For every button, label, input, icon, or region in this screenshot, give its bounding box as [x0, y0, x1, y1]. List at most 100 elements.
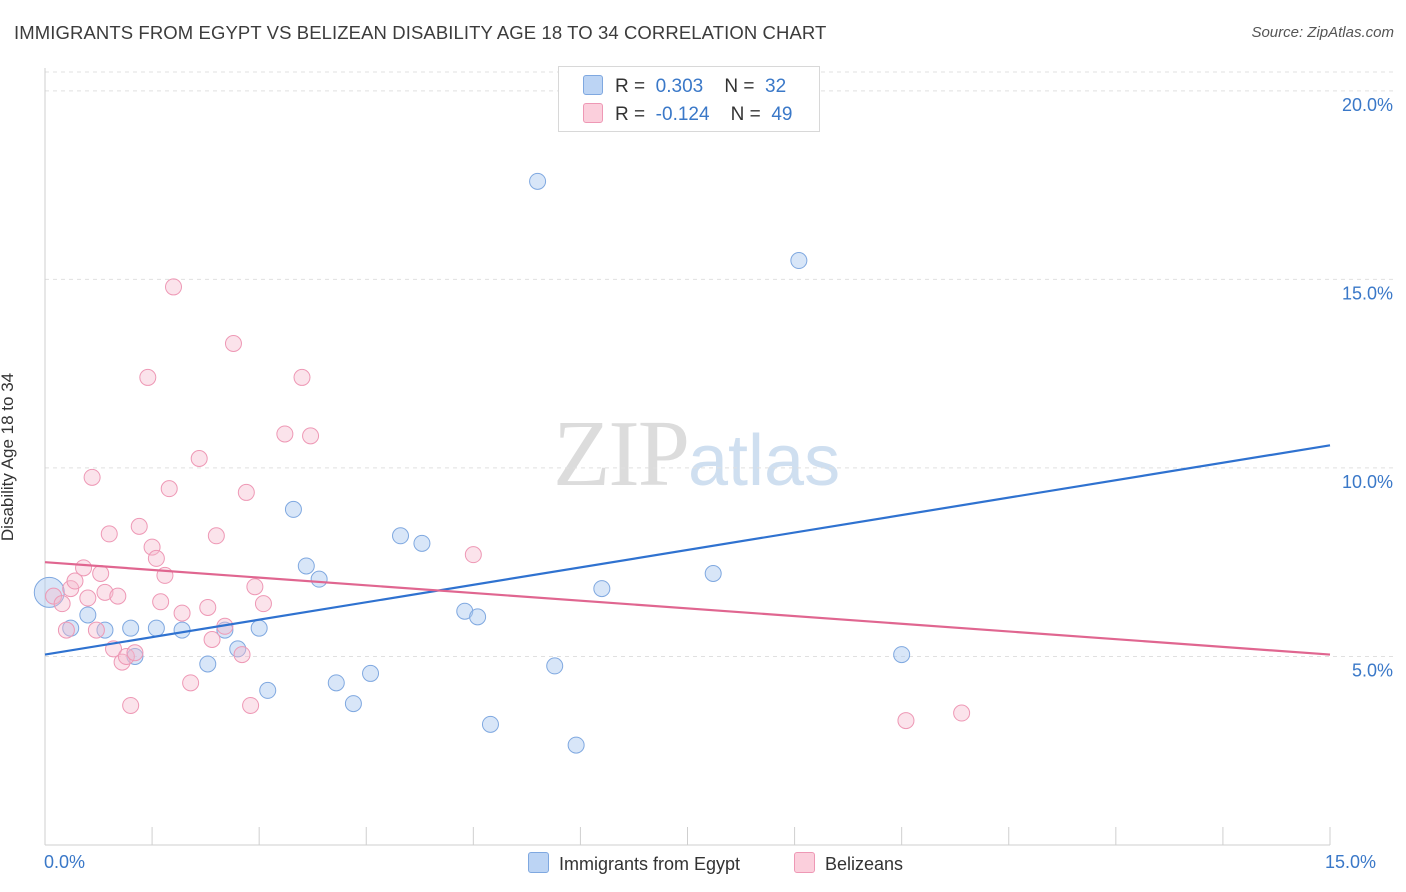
scatter-point: [109, 587, 127, 605]
scatter-point: [276, 425, 294, 443]
scatter-point: [66, 572, 84, 590]
scatter-point: [147, 619, 165, 637]
y-tick-label: 5.0%: [1352, 660, 1393, 680]
scatter-point: [199, 598, 217, 616]
scatter-point: [250, 619, 268, 637]
scatter-point: [139, 368, 157, 386]
scatter-point: [469, 608, 487, 626]
scatter-point: [546, 657, 564, 675]
scatter-point: [75, 559, 93, 577]
scatter-point: [259, 681, 277, 699]
scatter-point: [122, 619, 140, 637]
trend-line: [44, 444, 1331, 656]
stats-legend: R = 0.303 N = 32 R = -0.124 N = 49: [558, 66, 820, 132]
scatter-point: [79, 606, 97, 624]
legend-item-belize: Belizeans: [794, 852, 903, 875]
scatter-point: [481, 715, 499, 733]
n-label: N =: [724, 76, 755, 97]
x-tick-label-min: 0.0%: [44, 852, 86, 872]
y-tick-label: 15.0%: [1342, 283, 1393, 303]
scatter-point: [126, 647, 144, 665]
scatter-point: [413, 534, 431, 552]
trend-line: [44, 561, 1331, 656]
scatter-point: [392, 527, 410, 545]
scatter-point: [173, 604, 191, 622]
legend-item-egypt: Immigrants from Egypt: [528, 852, 740, 875]
y-tick-label: 20.0%: [1342, 95, 1393, 115]
scatter-point: [242, 696, 260, 714]
scatter-point: [362, 664, 380, 682]
scatter-point: [246, 578, 264, 596]
belize-swatch: [583, 103, 603, 123]
scatter-point: [96, 583, 114, 601]
scatter-point: [704, 565, 722, 583]
scatter-point: [293, 368, 311, 386]
r-label: R =: [615, 76, 646, 97]
scatter-point: [254, 595, 272, 613]
scatter-point: [464, 546, 482, 564]
scatter-point: [87, 621, 105, 639]
n-value-egypt: 32: [765, 76, 787, 97]
chart-title: IMMIGRANTS FROM EGYPT VS BELIZEAN DISABI…: [14, 22, 827, 43]
scatter-point: [152, 593, 170, 611]
scatter-point: [567, 736, 585, 754]
scatter-point: [147, 549, 165, 567]
scatter-point: [173, 621, 191, 639]
scatter-point: [284, 500, 302, 518]
scatter-point: [593, 580, 611, 598]
egypt-swatch: [583, 75, 603, 95]
scatter-point: [893, 646, 911, 664]
scatter-point: [790, 252, 808, 270]
scatter-point: [100, 525, 118, 543]
scatter-point: [182, 674, 200, 692]
scatter-point: [96, 621, 114, 639]
watermark-zip: ZIP: [553, 402, 690, 506]
scatter-point: [237, 483, 255, 501]
source-label: Source: ZipAtlas.com: [1251, 24, 1394, 41]
scatter-point: [302, 427, 320, 445]
watermark: ZIPatlas: [553, 400, 840, 508]
scatter-point: [310, 570, 328, 588]
scatter-point: [130, 517, 148, 535]
scatter-point: [233, 646, 251, 664]
scatter-point: [456, 602, 474, 620]
stats-legend-row-egypt: R = 0.303 N = 32: [583, 75, 786, 99]
scatter-point: [62, 619, 80, 637]
scatter-point: [297, 557, 315, 575]
scatter-point: [33, 576, 65, 608]
scatter-point: [57, 621, 75, 639]
scatter-point: [126, 644, 144, 662]
scatter-point: [199, 655, 217, 673]
scatter-point: [203, 630, 221, 648]
scatter-point: [83, 468, 101, 486]
r-value-egypt: 0.303: [655, 76, 704, 97]
stats-legend-row-belize: R = -0.124 N = 49: [583, 103, 792, 127]
scatter-point: [529, 172, 547, 190]
r-label: R =: [615, 104, 646, 125]
belize-legend-swatch: [794, 852, 815, 873]
scatter-point: [92, 565, 110, 583]
scatter-point: [79, 589, 97, 607]
scatter-point: [224, 334, 242, 352]
n-label: N =: [730, 104, 761, 125]
legend-label-belize: Belizeans: [825, 854, 904, 874]
scatter-point: [117, 647, 135, 665]
x-tick-label-max: 15.0%: [1325, 852, 1377, 872]
legend-label-egypt: Immigrants from Egypt: [559, 854, 741, 874]
scatter-point: [953, 704, 971, 722]
egypt-legend-swatch: [528, 852, 549, 873]
watermark-atlas: atlas: [688, 421, 841, 501]
n-value-belize: 49: [771, 104, 793, 125]
y-tick-label: 10.0%: [1342, 472, 1393, 492]
scatter-point: [53, 595, 71, 613]
scatter-point: [122, 696, 140, 714]
r-value-belize: -0.124: [655, 104, 710, 125]
scatter-point: [344, 695, 362, 713]
scatter-point: [327, 674, 345, 692]
scatter-point: [143, 538, 161, 556]
scatter-point: [897, 712, 915, 730]
scatter-point: [207, 527, 225, 545]
scatter-point: [160, 480, 178, 498]
scatter-point: [190, 450, 208, 467]
